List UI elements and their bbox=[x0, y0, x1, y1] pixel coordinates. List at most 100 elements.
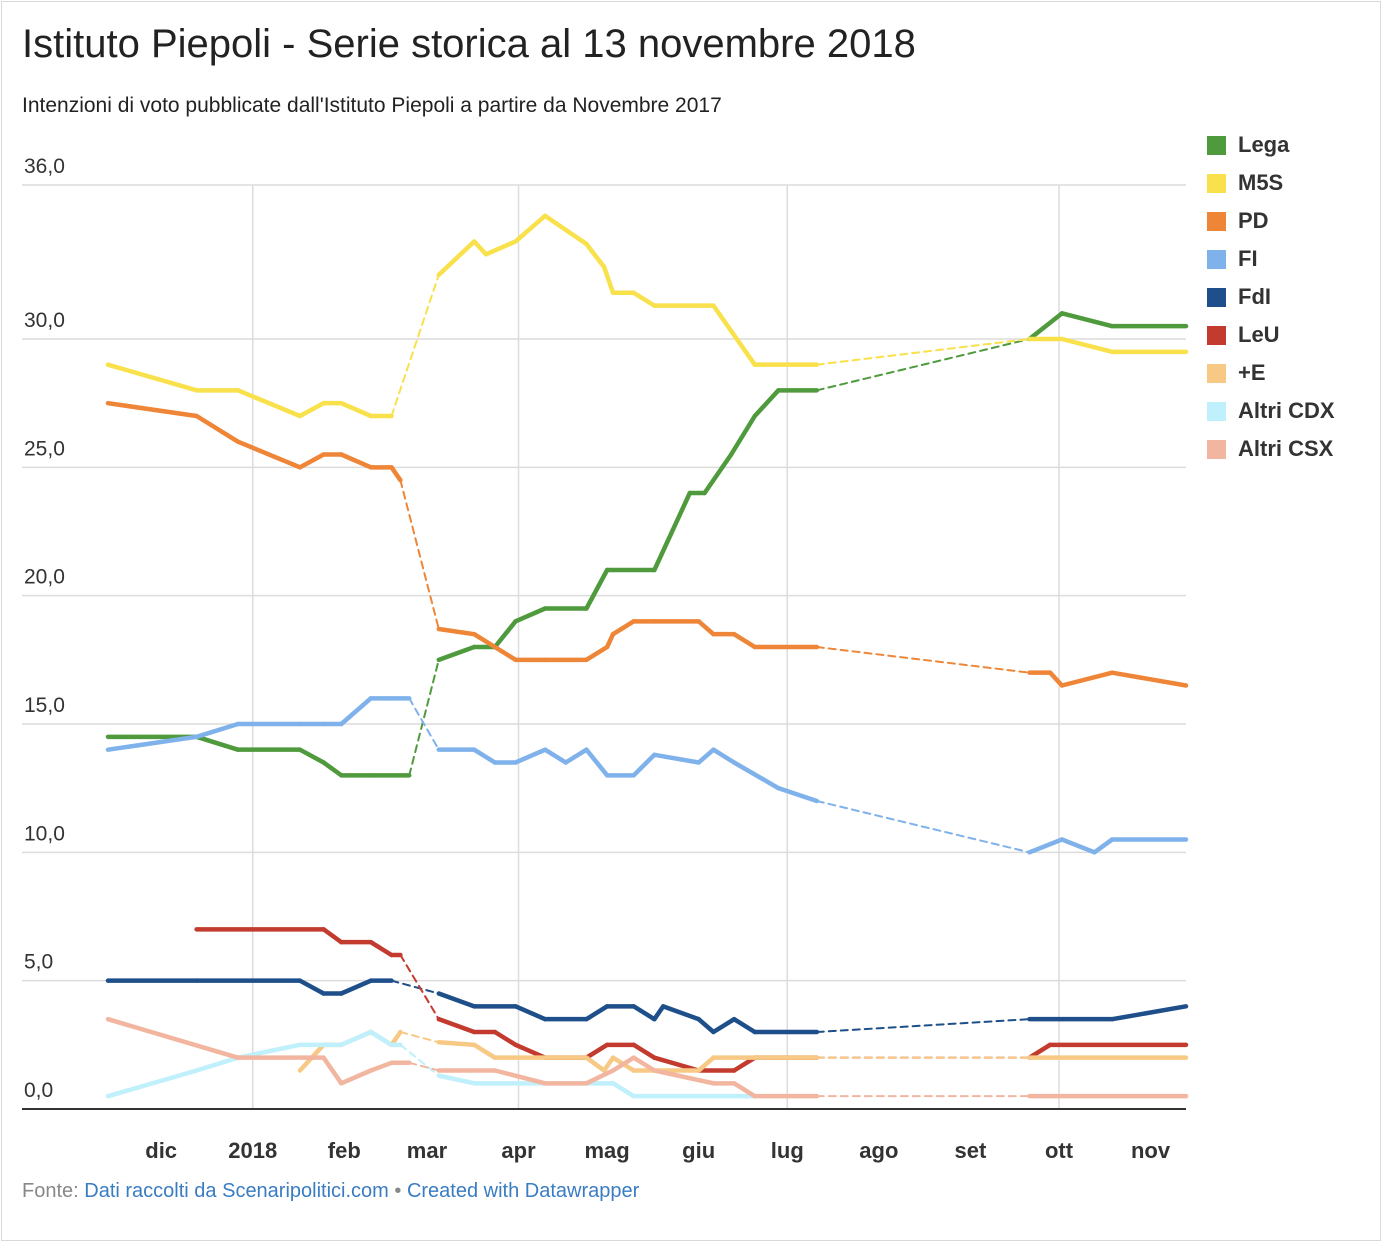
series-pd-segment bbox=[389, 465, 403, 483]
x-tick-label: nov bbox=[1131, 1138, 1171, 1163]
series-e-segment bbox=[696, 1055, 716, 1073]
series-fdi-segment bbox=[696, 1016, 716, 1035]
series-m5s-segment bbox=[297, 400, 326, 419]
chart-title: Istituto Piepoli - Serie storica al 13 n… bbox=[22, 22, 916, 66]
series-lega-segment bbox=[584, 567, 610, 611]
series-altri-csx-segment bbox=[652, 1068, 716, 1086]
series-fdi-segment bbox=[1109, 1004, 1189, 1022]
series-fi-segment bbox=[776, 785, 820, 804]
series-fdi-segment bbox=[339, 978, 374, 996]
legend-item-altri-csx: Altri CSX bbox=[1207, 430, 1335, 468]
x-tick-label: apr bbox=[501, 1138, 536, 1163]
series-fdi-segment bbox=[584, 1004, 610, 1022]
series-fdi-segment bbox=[660, 1004, 701, 1022]
x-tick-label: giu bbox=[682, 1138, 715, 1163]
series-fi-segment bbox=[194, 721, 241, 740]
series-pd-segment bbox=[399, 479, 440, 631]
legend-item-m5s: M5S bbox=[1207, 164, 1335, 202]
series-fi-segment bbox=[1027, 837, 1065, 855]
series-pd-segment bbox=[696, 619, 716, 637]
series-m5s-segment bbox=[601, 264, 616, 296]
series-pd-segment bbox=[1047, 670, 1065, 688]
series-fi-segment bbox=[105, 734, 199, 752]
x-tick-label: mar bbox=[407, 1138, 448, 1163]
series-m5s-segment bbox=[235, 388, 303, 419]
legend-label: PD bbox=[1238, 208, 1269, 233]
datawrapper-link[interactable]: Created with Datawrapper bbox=[406, 1180, 640, 1202]
legend-swatch bbox=[1207, 287, 1226, 307]
series-altri-csx-segment bbox=[321, 1055, 344, 1086]
series-pd-segment bbox=[235, 439, 303, 470]
series-m5s-segment bbox=[815, 338, 1031, 366]
series-fdi-segment bbox=[711, 1016, 737, 1035]
series-altri-cdx-segment bbox=[339, 1029, 374, 1048]
source-link[interactable]: Dati raccolti da Scenaripolitici.com bbox=[84, 1180, 389, 1202]
series-fdi-segment bbox=[513, 1004, 548, 1022]
x-tick-label: ott bbox=[1045, 1138, 1074, 1163]
series-lega-segment bbox=[194, 734, 241, 752]
series-leu-segment bbox=[399, 954, 440, 1021]
series-fi-segment bbox=[542, 747, 569, 765]
series-lega-segment bbox=[1059, 311, 1115, 329]
series-pd-segment bbox=[297, 452, 326, 470]
series-fi-segment bbox=[513, 747, 548, 765]
series-fi-segment bbox=[584, 747, 610, 778]
series-pd-segment bbox=[731, 631, 758, 650]
series-fi-segment bbox=[711, 747, 737, 765]
series-pd-segment bbox=[105, 400, 199, 419]
series-e-segment bbox=[471, 1042, 498, 1060]
series-m5s-segment bbox=[339, 400, 374, 419]
series-pd-segment bbox=[339, 452, 374, 470]
series-pd-segment bbox=[1109, 670, 1189, 688]
legend-swatch bbox=[1207, 363, 1226, 383]
series-leu-segment bbox=[436, 1016, 477, 1035]
series-pd-segment bbox=[194, 413, 241, 444]
series-altri-csx-segment bbox=[368, 1060, 394, 1073]
series-altri-cdx-segment bbox=[610, 1081, 636, 1099]
legend-swatch bbox=[1207, 249, 1226, 269]
legend-item-e: +E bbox=[1207, 354, 1335, 392]
chart-footer: Fonte: Dati raccolti da Scenaripolitici.… bbox=[22, 1180, 639, 1203]
legend-item-lega: Lega bbox=[1207, 126, 1335, 164]
series-fi-segment bbox=[408, 697, 440, 751]
series-e-segment bbox=[436, 1040, 477, 1048]
series-m5s-segment bbox=[483, 239, 518, 257]
series-lega-segment bbox=[321, 760, 344, 778]
legend-item-fi: FI bbox=[1207, 240, 1335, 278]
x-tick-label: lug bbox=[771, 1138, 804, 1163]
series-pd-segment bbox=[815, 646, 1031, 674]
legend-swatch bbox=[1207, 211, 1226, 231]
series-lega-segment bbox=[652, 490, 693, 573]
series-pd-segment bbox=[1059, 670, 1115, 688]
footer-separator: • bbox=[388, 1180, 407, 1202]
series-fi-segment bbox=[1092, 837, 1115, 855]
series-pd-segment bbox=[604, 631, 616, 650]
legend-item-fdi: FdI bbox=[1207, 278, 1335, 316]
legend-label: Altri CSX bbox=[1238, 436, 1334, 461]
series-lega-segment bbox=[815, 338, 1031, 392]
legend-swatch bbox=[1207, 401, 1226, 421]
series-fdi-segment bbox=[390, 979, 440, 995]
legend-label: FI bbox=[1238, 246, 1258, 271]
series-lega-segment bbox=[702, 452, 734, 496]
chart-subtitle: Intenzioni di voto pubblicate dall'Istit… bbox=[22, 94, 722, 117]
series-m5s-segment bbox=[1059, 336, 1115, 355]
series-leu-segment bbox=[584, 1042, 610, 1060]
series-pd-segment bbox=[610, 619, 636, 637]
series-pd-segment bbox=[471, 631, 518, 663]
series-altri-cdx-segment bbox=[194, 1055, 241, 1073]
series-altri-csx-segment bbox=[610, 1055, 636, 1073]
series-altri-cdx-segment bbox=[368, 1029, 394, 1048]
series-m5s-segment bbox=[390, 273, 440, 417]
x-tick-label: dic bbox=[145, 1138, 177, 1163]
series-altri-cdx-segment bbox=[105, 1068, 199, 1099]
series-m5s-segment bbox=[436, 239, 477, 278]
series-lega-segment bbox=[408, 658, 440, 777]
legend-item-altri-cdx: Altri CDX bbox=[1207, 392, 1335, 430]
legend-label: Lega bbox=[1238, 132, 1290, 157]
legend-label: +E bbox=[1238, 360, 1266, 385]
series-fi-segment bbox=[563, 747, 589, 765]
series-lega-segment bbox=[513, 606, 548, 624]
